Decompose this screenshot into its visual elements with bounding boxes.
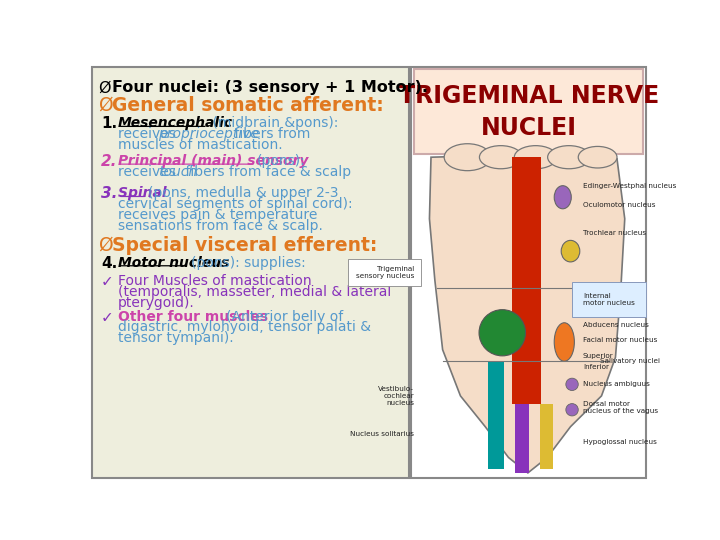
Text: Oculomotor nucleus: Oculomotor nucleus bbox=[583, 202, 655, 208]
Text: ✓: ✓ bbox=[101, 274, 114, 289]
Text: Motor nucleus: Motor nucleus bbox=[118, 256, 234, 270]
Text: General somatic afferent:: General somatic afferent: bbox=[112, 96, 384, 114]
Text: Inferior: Inferior bbox=[583, 363, 609, 370]
Text: Principal (main) sensory: Principal (main) sensory bbox=[118, 154, 313, 168]
Text: (pons):: (pons): bbox=[256, 154, 305, 168]
Text: Ø: Ø bbox=[98, 236, 112, 255]
Text: receives: receives bbox=[118, 165, 180, 179]
Text: Internal
motor nucleus: Internal motor nucleus bbox=[583, 293, 635, 306]
Polygon shape bbox=[515, 403, 528, 473]
Text: TRIGEMINAL NERVE
NUCLEI: TRIGEMINAL NERVE NUCLEI bbox=[399, 84, 659, 139]
Text: cervical segments of spinal cord):: cervical segments of spinal cord): bbox=[118, 197, 353, 211]
Text: (pons): supplies:: (pons): supplies: bbox=[191, 256, 305, 270]
Text: fibers from face & scalp: fibers from face & scalp bbox=[181, 165, 351, 179]
Ellipse shape bbox=[480, 146, 522, 169]
Text: 1.: 1. bbox=[101, 117, 117, 131]
Text: (Anterior belly of: (Anterior belly of bbox=[226, 309, 343, 323]
Text: muscles of mastication.: muscles of mastication. bbox=[118, 138, 282, 152]
Text: receives: receives bbox=[118, 127, 180, 141]
Text: Trochlear nucleus: Trochlear nucleus bbox=[583, 230, 646, 235]
Text: Trigeminal
sensory nucleus: Trigeminal sensory nucleus bbox=[356, 266, 414, 279]
Text: Four Muscles of mastication: Four Muscles of mastication bbox=[118, 274, 312, 288]
Text: touch: touch bbox=[158, 165, 197, 179]
Text: 2.: 2. bbox=[101, 154, 117, 169]
Text: Facial motor nucleus: Facial motor nucleus bbox=[583, 338, 657, 343]
Text: 3.: 3. bbox=[101, 186, 117, 201]
Text: sensations from face & scalp.: sensations from face & scalp. bbox=[118, 219, 323, 233]
Text: Ø: Ø bbox=[98, 96, 112, 114]
Polygon shape bbox=[488, 361, 504, 469]
FancyBboxPatch shape bbox=[414, 70, 644, 154]
Text: Salivatory nuclei: Salivatory nuclei bbox=[600, 358, 660, 365]
Text: Vestibulo-
cochlear
nucleus: Vestibulo- cochlear nucleus bbox=[378, 386, 414, 406]
Ellipse shape bbox=[444, 144, 490, 171]
Text: Edinger-Westphal nucleus: Edinger-Westphal nucleus bbox=[583, 184, 676, 190]
FancyBboxPatch shape bbox=[92, 67, 408, 478]
Text: fibers from: fibers from bbox=[230, 127, 310, 141]
Text: proprioceptive: proprioceptive bbox=[158, 127, 259, 141]
Ellipse shape bbox=[561, 240, 580, 262]
Text: Four nuclei: (3 sensory + 1 Motor).: Four nuclei: (3 sensory + 1 Motor). bbox=[112, 80, 428, 95]
Text: (pons, medulla & upper 2-3: (pons, medulla & upper 2-3 bbox=[148, 186, 338, 200]
Ellipse shape bbox=[566, 403, 578, 416]
Text: receives pain & temperature: receives pain & temperature bbox=[118, 208, 318, 222]
Ellipse shape bbox=[479, 309, 526, 356]
Text: Abducens nucleus: Abducens nucleus bbox=[583, 322, 649, 328]
Text: digastric, mylohyoid, tensor palati &: digastric, mylohyoid, tensor palati & bbox=[118, 320, 371, 334]
Ellipse shape bbox=[554, 323, 575, 361]
Text: Other four muscles: Other four muscles bbox=[118, 309, 273, 323]
Ellipse shape bbox=[548, 146, 590, 169]
Text: 4.: 4. bbox=[101, 256, 117, 271]
Text: Mesencephalic: Mesencephalic bbox=[118, 117, 233, 130]
Text: (temporalis, masseter, medial & lateral: (temporalis, masseter, medial & lateral bbox=[118, 285, 391, 299]
Text: Dorsal motor
nucleus of the vagus: Dorsal motor nucleus of the vagus bbox=[583, 401, 658, 414]
Text: Special visceral efferent:: Special visceral efferent: bbox=[112, 236, 377, 255]
Text: Nucleus solitarius: Nucleus solitarius bbox=[350, 431, 414, 437]
Polygon shape bbox=[513, 157, 541, 403]
Polygon shape bbox=[539, 403, 554, 469]
Text: pterygoid).: pterygoid). bbox=[118, 296, 194, 310]
Text: (midbrain &pons):: (midbrain &pons): bbox=[208, 117, 338, 130]
Text: Superior: Superior bbox=[583, 353, 613, 359]
Ellipse shape bbox=[578, 146, 617, 168]
FancyBboxPatch shape bbox=[411, 67, 646, 478]
Text: Spinal: Spinal bbox=[118, 186, 171, 200]
Ellipse shape bbox=[566, 378, 578, 390]
Ellipse shape bbox=[514, 146, 557, 169]
Text: tensor tympani).: tensor tympani). bbox=[118, 331, 233, 345]
Ellipse shape bbox=[554, 186, 571, 209]
Text: ✓: ✓ bbox=[101, 309, 114, 325]
Polygon shape bbox=[429, 156, 625, 473]
Text: Nucleus ambiguus: Nucleus ambiguus bbox=[583, 381, 649, 387]
Text: Ø: Ø bbox=[98, 80, 110, 95]
Text: Hypoglossal nucleus: Hypoglossal nucleus bbox=[583, 439, 657, 445]
